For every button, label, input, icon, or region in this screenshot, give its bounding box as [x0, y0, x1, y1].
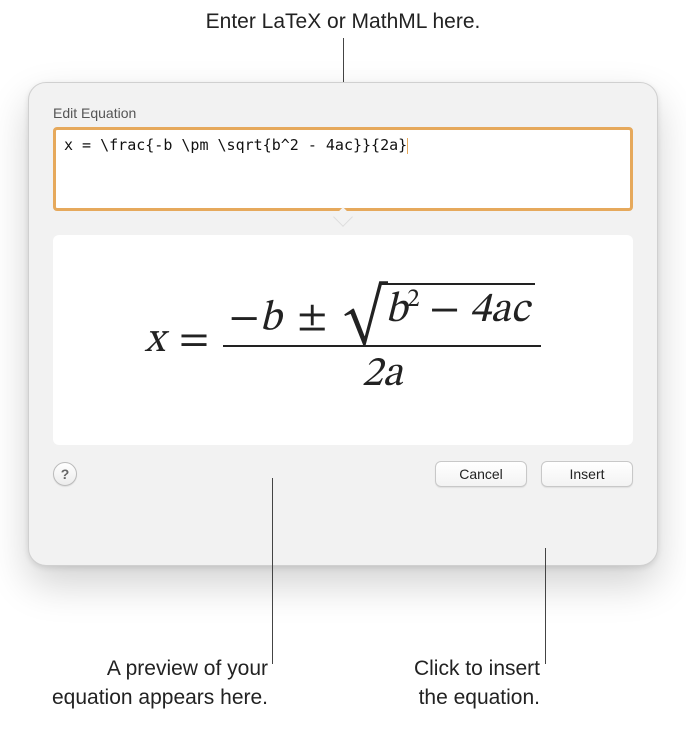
callout-insert: Click to insert the equation.: [340, 655, 540, 712]
callout-preview: A preview of your equation appears here.: [28, 655, 268, 712]
eq-lhs: x: [145, 314, 165, 367]
text-caret: [407, 138, 408, 154]
eq-b2-base: b: [385, 289, 407, 331]
cancel-button[interactable]: Cancel: [435, 461, 527, 487]
help-button[interactable]: ?: [53, 462, 77, 486]
eq-pm: ±: [291, 297, 333, 339]
eq-b: b: [259, 297, 281, 339]
insert-button[interactable]: Insert: [541, 461, 633, 487]
latex-input[interactable]: x = \frac{-b \pm \sqrt{b^2 - 4ac}}{2a}: [53, 127, 633, 211]
eq-denominator: 2a: [356, 351, 409, 397]
callout-preview-l1: A preview of your: [107, 657, 268, 680]
sqrt-symbol: √: [343, 299, 386, 337]
eq-fraction: −b ± √ b2 − 4ac 2a: [223, 283, 541, 398]
callout-enter-latex: Enter LaTeX or MathML here.: [206, 8, 481, 36]
callout-leader-preview: [272, 478, 273, 664]
dialog-title: Edit Equation: [53, 105, 633, 121]
eq-b2-exp: 2: [407, 287, 419, 312]
eq-neg: −: [229, 297, 259, 339]
callout-insert-l2: the equation.: [419, 686, 540, 709]
callout-preview-l2: equation appears here.: [52, 686, 268, 709]
dialog-button-row: ? Cancel Insert: [53, 461, 633, 487]
eq-minus2: −: [429, 289, 459, 331]
equation-preview: x = −b ± √ b2 − 4ac 2a: [53, 235, 633, 445]
callout-leader-insert: [545, 548, 546, 664]
edit-equation-dialog: Edit Equation x = \frac{-b \pm \sqrt{b^2…: [28, 82, 658, 566]
callout-insert-l1: Click to insert: [414, 657, 540, 680]
equation-render: x = −b ± √ b2 − 4ac 2a: [145, 283, 542, 398]
eq-4ac: 4ac: [470, 289, 530, 331]
sqrt-radicand: b2 − 4ac: [383, 283, 535, 335]
eq-numerator: −b ± √ b2 − 4ac: [223, 283, 541, 342]
eq-sqrt: √ b2 − 4ac: [343, 283, 535, 335]
eq-fraction-bar: [223, 345, 541, 347]
eq-equals: =: [179, 314, 209, 367]
latex-source-text: x = \frac{-b \pm \sqrt{b^2 - 4ac}}{2a}: [64, 136, 407, 154]
